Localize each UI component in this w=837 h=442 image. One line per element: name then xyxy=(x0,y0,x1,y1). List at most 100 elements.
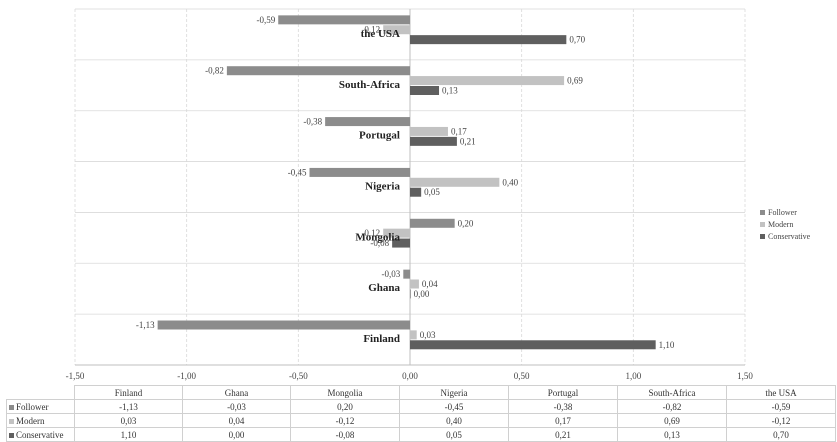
table-header-cell: Ghana xyxy=(182,385,291,400)
x-tick-label: 0,50 xyxy=(514,371,530,381)
value-labels: -1,130,031,10-0,030,040,000,20-0,12-0,08… xyxy=(136,15,675,350)
data-label: -0,03 xyxy=(382,269,401,279)
table-cell: 0,69 xyxy=(617,413,727,428)
table-header-cell: the USA xyxy=(726,385,836,400)
table-cell: 0,03 xyxy=(74,413,183,428)
bar-follower-portugal xyxy=(325,117,410,127)
table-cell: 0,21 xyxy=(508,427,618,442)
category-label: Mongolia xyxy=(355,231,400,243)
data-label: -0,12 xyxy=(361,25,380,35)
data-label: 0,21 xyxy=(460,136,476,146)
legend-item-conservative: Conservative xyxy=(760,230,810,242)
data-label: 0,00 xyxy=(414,289,430,299)
legend-key-swatch xyxy=(9,432,14,438)
table-header-cell: South-Africa xyxy=(617,385,727,400)
category-label: Ghana xyxy=(368,282,400,294)
table-row-header: Modern xyxy=(6,413,75,428)
bar-modern-portugal xyxy=(410,126,448,136)
bar-conservative-portugal xyxy=(410,136,457,146)
bar-follower-south-africa xyxy=(226,66,410,76)
data-label: -0,12 xyxy=(361,228,380,238)
table-cell: -0,12 xyxy=(290,413,400,428)
bar-modern-mongolia xyxy=(383,228,410,238)
table-row-label: Conservative xyxy=(16,429,64,440)
table-header-cell: Mongolia xyxy=(290,385,400,400)
table-row-label: Follower xyxy=(16,401,49,412)
legend-label: Modern xyxy=(768,219,794,229)
data-label: -0,59 xyxy=(256,15,275,25)
data-label: -0,82 xyxy=(205,66,224,76)
legend-key-swatch xyxy=(9,418,14,424)
bar-follower-finland xyxy=(157,320,410,330)
legend-item-modern: Modern xyxy=(760,218,810,230)
data-label: 0,04 xyxy=(422,279,438,289)
bar-modern-finland xyxy=(410,330,417,340)
legend-item-follower: Follower xyxy=(760,206,810,218)
legend-label: Follower xyxy=(768,207,797,217)
data-label: 0,13 xyxy=(442,85,458,95)
x-tick-label: 0,00 xyxy=(402,371,418,381)
bar-follower-ghana xyxy=(403,269,410,279)
table-corner xyxy=(7,386,75,400)
table-cell: -0,03 xyxy=(182,399,291,414)
data-label: 0,70 xyxy=(569,35,585,45)
chart-bars xyxy=(157,15,656,350)
data-label: -1,13 xyxy=(136,320,155,330)
chart-grid xyxy=(74,8,746,366)
bar-conservative-finland xyxy=(410,340,656,350)
table-row-conservative: Conservative 1,10 0,00 -0,08 0,05 0,21 0… xyxy=(6,427,836,442)
x-tick-label: -0,50 xyxy=(289,371,308,381)
table-row-header: Conservative xyxy=(6,427,75,442)
bar-modern-ghana xyxy=(410,279,419,289)
data-label: -0,08 xyxy=(370,238,389,248)
data-label: 0,20 xyxy=(458,218,474,228)
table-cell: -0,12 xyxy=(726,413,836,428)
legend-key-swatch xyxy=(9,404,14,410)
data-label: 0,03 xyxy=(420,330,436,340)
legend-swatch xyxy=(760,209,765,215)
table-cell: 0,00 xyxy=(182,427,291,442)
table-cell: -0,38 xyxy=(508,399,618,414)
bar-follower-nigeria xyxy=(309,167,410,177)
x-tick-label: -1,00 xyxy=(177,371,196,381)
x-tick-label: -1,50 xyxy=(66,371,85,381)
data-label: 0,69 xyxy=(567,76,583,86)
chart-legend: Follower Modern Conservative xyxy=(760,206,810,242)
data-label: -0,45 xyxy=(288,167,307,177)
bar-follower-the-usa xyxy=(278,15,410,25)
bar-modern-nigeria xyxy=(410,177,500,187)
data-label: 0,05 xyxy=(424,187,440,197)
data-label: 0,40 xyxy=(502,177,518,187)
category-label: Portugal xyxy=(359,130,400,142)
table-row-label: Modern xyxy=(16,415,45,426)
bar-modern-south-africa xyxy=(410,76,565,86)
x-tick-label: 1,00 xyxy=(625,371,641,381)
data-label: -0,38 xyxy=(303,117,322,127)
bar-follower-mongolia xyxy=(410,218,455,228)
table-cell: 0,40 xyxy=(399,413,509,428)
table-row-follower: Follower -1,13 -0,03 0,20 -0,45 -0,38 -0… xyxy=(6,399,836,414)
table-cell: 0,04 xyxy=(182,413,291,428)
table-cell: 0,17 xyxy=(508,413,618,428)
table-cell: -0,59 xyxy=(726,399,836,414)
table-header-cell: Finland xyxy=(74,385,183,400)
x-tick-label: 1,50 xyxy=(737,371,753,381)
table-cell: 1,10 xyxy=(74,427,183,442)
data-label: 1,10 xyxy=(659,340,675,350)
table-header-cell: Nigeria xyxy=(399,385,509,400)
category-label: Nigeria xyxy=(365,181,400,193)
table-cell: 0,70 xyxy=(726,427,836,442)
table-cell: 0,20 xyxy=(290,399,400,414)
bar-conservative-ghana xyxy=(410,289,411,299)
category-label: the USA xyxy=(361,28,400,40)
bar-modern-the-usa xyxy=(383,25,410,35)
legend-swatch xyxy=(760,221,765,227)
table-cell: -1,13 xyxy=(74,399,183,414)
table-cell: -0,82 xyxy=(617,399,727,414)
table-row-modern: Modern 0,03 0,04 -0,12 0,40 0,17 0,69 -0… xyxy=(6,413,836,428)
bar-conservative-nigeria xyxy=(410,187,422,197)
table-cell: 0,05 xyxy=(399,427,509,442)
x-axis-ticks: -1,50 -1,00 -0,50 0,00 0,50 1,00 1,50 xyxy=(66,371,754,381)
table-cell: 0,13 xyxy=(617,427,727,442)
